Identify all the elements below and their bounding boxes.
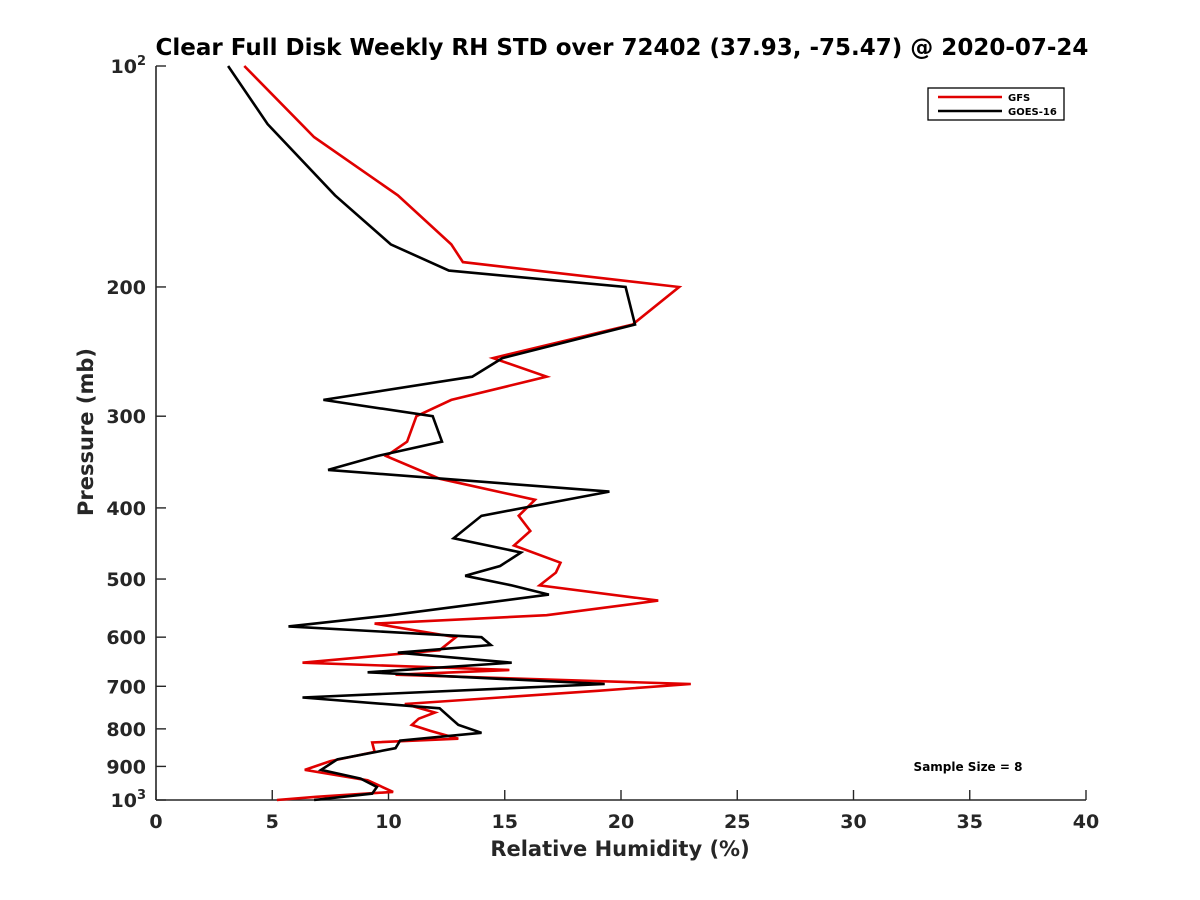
x-tick-label: 35 bbox=[957, 811, 983, 833]
data-series bbox=[227, 65, 691, 802]
series-line-goes-16 bbox=[227, 65, 637, 802]
y-tick-label: 900 bbox=[106, 756, 146, 778]
legend-entry-label: GOES-16 bbox=[1008, 107, 1057, 118]
x-tick-label: 20 bbox=[608, 811, 634, 833]
legend: GFS GOES-16 bbox=[927, 87, 1065, 121]
legend-entry-label: GFS bbox=[1008, 93, 1030, 104]
axes: 0 5 10 15 20 25 30 35 40 102 200 300 400 500 600 700 800… bbox=[106, 54, 1099, 833]
legend-box bbox=[927, 87, 1065, 121]
x-tick-label: 40 bbox=[1073, 811, 1099, 833]
y-tick-label: 400 bbox=[106, 498, 146, 520]
y-tick-label: 500 bbox=[106, 569, 146, 591]
y-axis-label: Pressure (mb) bbox=[74, 348, 98, 516]
x-tick-label: 5 bbox=[266, 811, 279, 833]
y-tick-label: 800 bbox=[106, 719, 146, 741]
y-tick-label: 600 bbox=[106, 627, 146, 649]
x-axis-label: Relative Humidity (%) bbox=[490, 837, 749, 861]
y-tick-label: 200 bbox=[106, 277, 146, 299]
y-tick-label: 700 bbox=[106, 676, 146, 698]
x-tick-label: 0 bbox=[149, 811, 162, 833]
y-tick-label: 300 bbox=[106, 406, 146, 428]
x-tick-label: 25 bbox=[724, 811, 750, 833]
y-tick-label: 103 bbox=[111, 788, 147, 812]
chart-title: Clear Full Disk Weekly RH STD over 72402… bbox=[156, 35, 1089, 61]
sample-size-annotation: Sample Size = 8 bbox=[914, 760, 1023, 774]
x-tick-label: 10 bbox=[375, 811, 401, 833]
y-tick-label: 102 bbox=[111, 54, 147, 78]
x-tick-label: 30 bbox=[840, 811, 866, 833]
x-tick-label: 15 bbox=[492, 811, 518, 833]
